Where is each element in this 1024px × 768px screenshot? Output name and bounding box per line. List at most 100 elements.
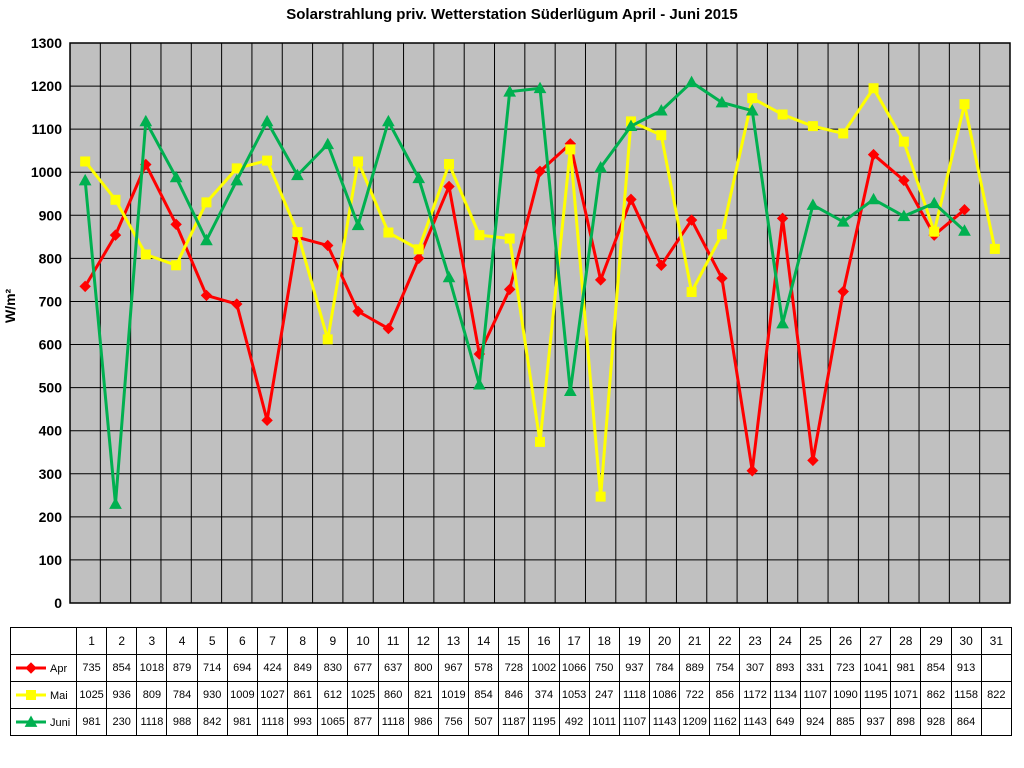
data-cell: 1118 bbox=[137, 709, 167, 736]
data-cell: 1172 bbox=[740, 682, 770, 709]
day-header: 2 bbox=[107, 628, 137, 655]
data-cell: 784 bbox=[167, 682, 197, 709]
data-cell: 1011 bbox=[589, 709, 619, 736]
day-header: 13 bbox=[438, 628, 468, 655]
data-cell: 723 bbox=[830, 655, 860, 682]
day-header: 4 bbox=[167, 628, 197, 655]
svg-text:600: 600 bbox=[39, 337, 63, 353]
day-header: 27 bbox=[861, 628, 891, 655]
data-cell: 612 bbox=[318, 682, 348, 709]
data-cell: 981 bbox=[891, 655, 921, 682]
data-cell: 637 bbox=[378, 655, 408, 682]
data-cell: 331 bbox=[800, 655, 830, 682]
data-table: 1234567891011121314151617181920212223242… bbox=[10, 627, 1012, 736]
day-header: 9 bbox=[318, 628, 348, 655]
data-cell: 1065 bbox=[318, 709, 348, 736]
data-cell: 1118 bbox=[257, 709, 287, 736]
data-cell: 374 bbox=[529, 682, 559, 709]
svg-text:Juni: Juni bbox=[50, 717, 70, 729]
data-cell: 862 bbox=[921, 682, 951, 709]
data-cell: 1143 bbox=[649, 709, 679, 736]
data-cell: 756 bbox=[438, 709, 468, 736]
data-cell: 885 bbox=[830, 709, 860, 736]
day-header: 17 bbox=[559, 628, 589, 655]
day-header: 12 bbox=[408, 628, 438, 655]
data-cell: 856 bbox=[710, 682, 740, 709]
data-cell: 492 bbox=[559, 709, 589, 736]
data-cell: 842 bbox=[197, 709, 227, 736]
data-cell: 981 bbox=[227, 709, 257, 736]
svg-text:400: 400 bbox=[39, 423, 63, 439]
data-cell: 1118 bbox=[378, 709, 408, 736]
day-header: 1 bbox=[77, 628, 107, 655]
data-cell: 860 bbox=[378, 682, 408, 709]
svg-text:900: 900 bbox=[39, 207, 63, 223]
data-cell bbox=[981, 655, 1011, 682]
svg-text:800: 800 bbox=[39, 250, 63, 266]
data-cell: 1134 bbox=[770, 682, 800, 709]
data-cell: 988 bbox=[167, 709, 197, 736]
day-header: 28 bbox=[891, 628, 921, 655]
data-cell: 1086 bbox=[649, 682, 679, 709]
data-cell: 784 bbox=[649, 655, 679, 682]
svg-text:1300: 1300 bbox=[31, 35, 62, 51]
svg-text:1200: 1200 bbox=[31, 78, 62, 94]
day-header: 22 bbox=[710, 628, 740, 655]
data-cell: 728 bbox=[499, 655, 529, 682]
data-cell: 714 bbox=[197, 655, 227, 682]
day-header: 23 bbox=[740, 628, 770, 655]
data-cell: 1195 bbox=[861, 682, 891, 709]
data-cell: 507 bbox=[469, 709, 499, 736]
day-header: 5 bbox=[197, 628, 227, 655]
data-cell: 1025 bbox=[348, 682, 378, 709]
data-cell: 986 bbox=[408, 709, 438, 736]
data-cell: 1187 bbox=[499, 709, 529, 736]
svg-text:100: 100 bbox=[39, 552, 63, 568]
day-header: 26 bbox=[830, 628, 860, 655]
data-cell: 830 bbox=[318, 655, 348, 682]
day-header: 14 bbox=[469, 628, 499, 655]
day-header: 21 bbox=[680, 628, 710, 655]
svg-text:0: 0 bbox=[54, 595, 62, 611]
data-cell: 1071 bbox=[891, 682, 921, 709]
data-cell: 849 bbox=[288, 655, 318, 682]
data-cell: 1041 bbox=[861, 655, 891, 682]
svg-text:700: 700 bbox=[39, 293, 63, 309]
data-cell: 1158 bbox=[951, 682, 981, 709]
svg-text:500: 500 bbox=[39, 380, 63, 396]
data-cell: 936 bbox=[107, 682, 137, 709]
data-cell: 893 bbox=[770, 655, 800, 682]
data-cell: 1090 bbox=[830, 682, 860, 709]
svg-text:200: 200 bbox=[39, 509, 63, 525]
data-cell: 924 bbox=[800, 709, 830, 736]
day-header: 29 bbox=[921, 628, 951, 655]
data-cell: 722 bbox=[680, 682, 710, 709]
data-cell: 879 bbox=[167, 655, 197, 682]
data-cell: 846 bbox=[499, 682, 529, 709]
data-cell: 424 bbox=[257, 655, 287, 682]
data-cell: 898 bbox=[891, 709, 921, 736]
data-cell: 230 bbox=[107, 709, 137, 736]
data-cell: 821 bbox=[408, 682, 438, 709]
table-corner bbox=[11, 628, 77, 655]
svg-text:1000: 1000 bbox=[31, 164, 62, 180]
data-cell: 649 bbox=[770, 709, 800, 736]
data-cell: 1118 bbox=[619, 682, 649, 709]
data-cell: 937 bbox=[619, 655, 649, 682]
day-header: 10 bbox=[348, 628, 378, 655]
svg-text:Apr: Apr bbox=[50, 663, 67, 675]
data-cell: 822 bbox=[981, 682, 1011, 709]
data-cell: 1019 bbox=[438, 682, 468, 709]
svg-text:Mai: Mai bbox=[50, 690, 68, 702]
data-cell: 928 bbox=[921, 709, 951, 736]
day-header: 15 bbox=[499, 628, 529, 655]
day-header: 20 bbox=[649, 628, 679, 655]
data-cell: 677 bbox=[348, 655, 378, 682]
day-header: 18 bbox=[589, 628, 619, 655]
data-cell: 809 bbox=[137, 682, 167, 709]
data-cell: 861 bbox=[288, 682, 318, 709]
data-cell: 1027 bbox=[257, 682, 287, 709]
legend-apr: Apr bbox=[11, 655, 77, 682]
data-cell: 1066 bbox=[559, 655, 589, 682]
data-cell: 578 bbox=[469, 655, 499, 682]
